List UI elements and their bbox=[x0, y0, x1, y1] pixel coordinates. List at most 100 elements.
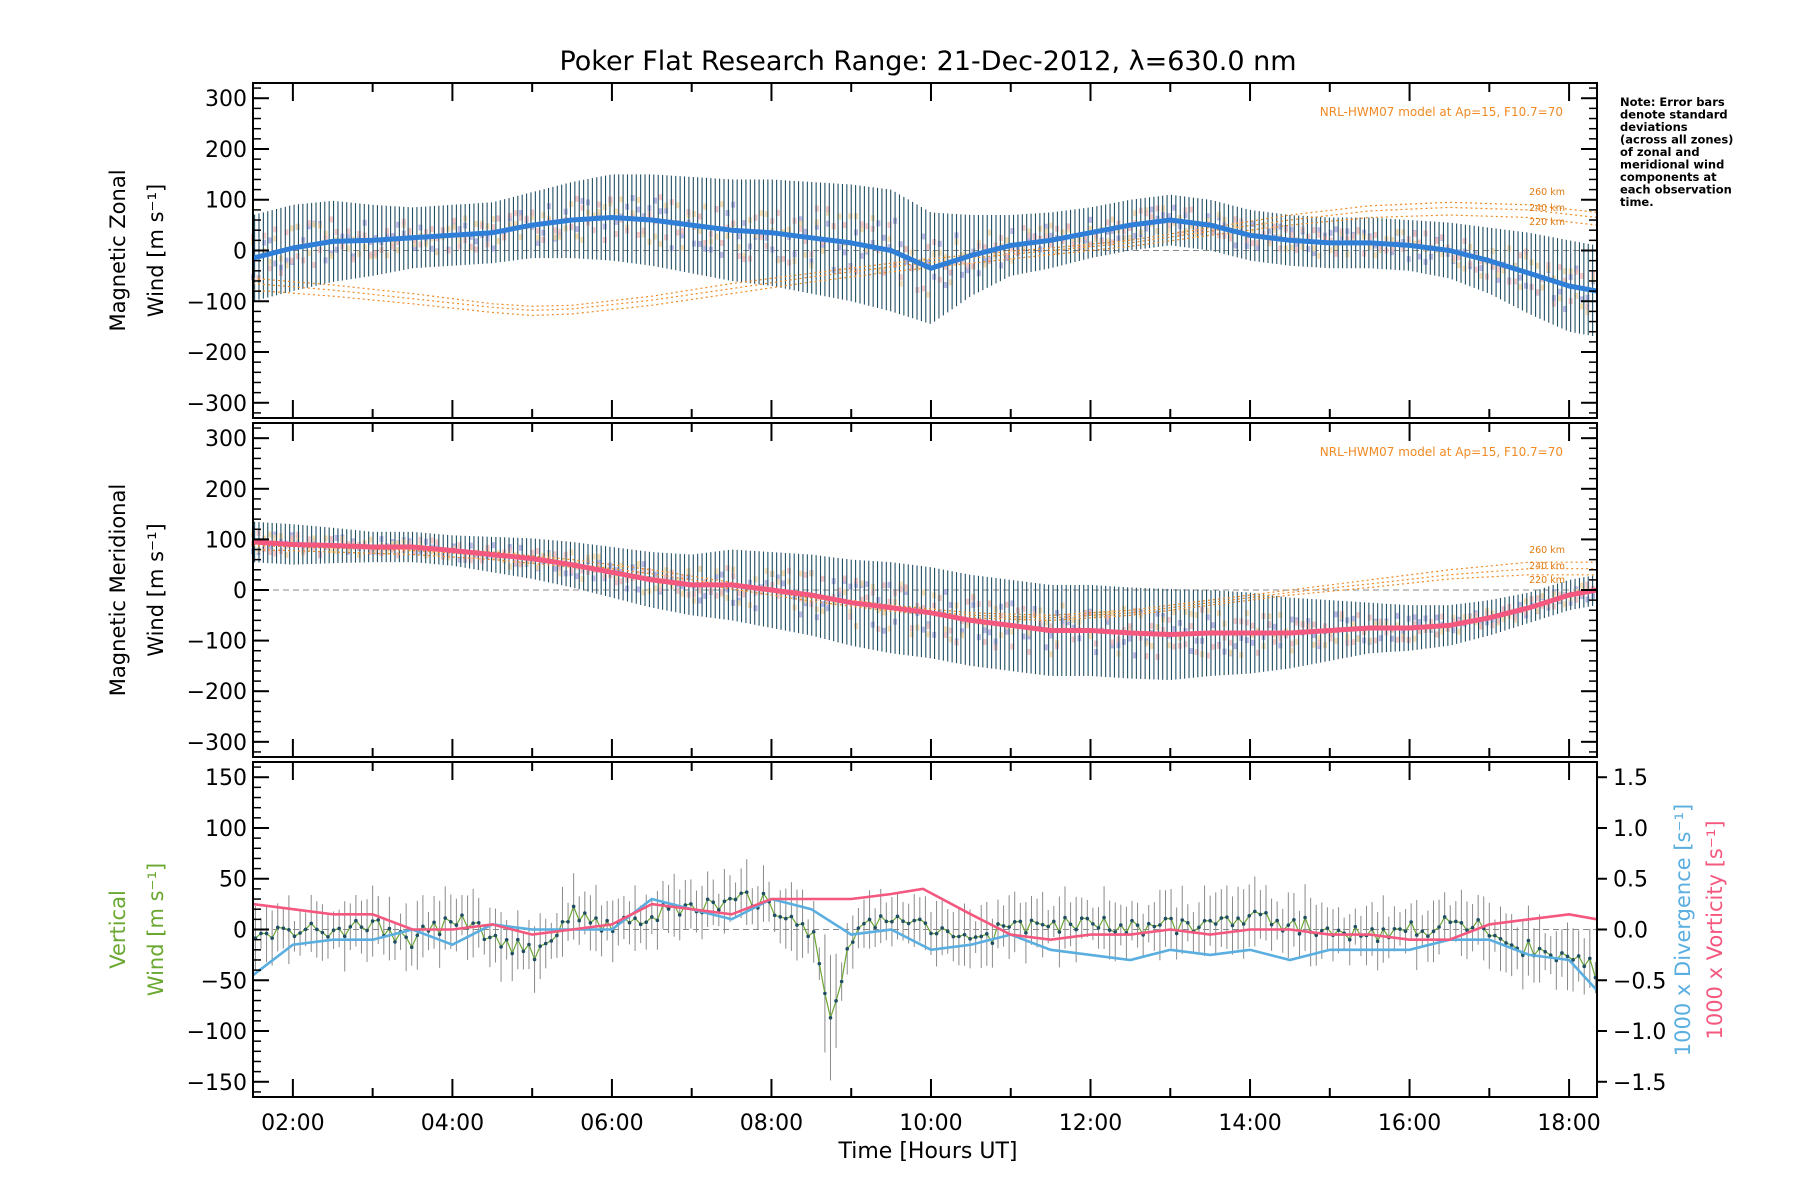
meridional-zone-point bbox=[418, 548, 423, 555]
zonal-zone-point bbox=[1250, 228, 1255, 235]
vertical-wind-point bbox=[1548, 953, 1553, 957]
meridional-zone-point bbox=[636, 586, 641, 593]
meridional-zone-point bbox=[613, 573, 618, 580]
zonal-zone-point bbox=[1512, 262, 1517, 269]
vertical-wind-point bbox=[744, 890, 749, 894]
meridional-zone-point bbox=[329, 547, 334, 554]
y-tick-label: −200 bbox=[187, 680, 247, 705]
zonal-zone-point bbox=[1378, 245, 1383, 252]
zonal-zone-point bbox=[909, 265, 914, 272]
zonal-zone-point bbox=[507, 212, 512, 219]
vertical-wind-point bbox=[800, 921, 805, 926]
zonal-zone-point bbox=[457, 243, 462, 250]
zonal-zone-point bbox=[1027, 228, 1032, 235]
vertical-wind-point bbox=[354, 918, 358, 923]
meridional-zone-point bbox=[909, 625, 914, 632]
zonal-zone-point bbox=[1144, 210, 1149, 217]
meridional-zone-point bbox=[887, 598, 892, 605]
vertical-wind-point bbox=[918, 917, 922, 922]
vertical-wind-point bbox=[890, 919, 894, 924]
vertical-wind-point bbox=[1303, 915, 1307, 920]
zonal-y-axis-label: Wind [m s⁻¹] bbox=[144, 184, 168, 317]
meridional-zone-point bbox=[1071, 636, 1076, 643]
zonal-zone-point bbox=[971, 262, 976, 269]
zonal-zone-point bbox=[1311, 227, 1316, 234]
zonal-zone-point bbox=[613, 231, 618, 238]
vertical-wind-point bbox=[923, 921, 928, 925]
meridional-zone-point bbox=[876, 607, 881, 614]
zonal-error-bars bbox=[254, 174, 1598, 337]
zonal-zone-point bbox=[1043, 228, 1048, 235]
meridional-zone-point bbox=[613, 579, 618, 586]
meridional-zone-point bbox=[1004, 601, 1009, 608]
meridional-zone-point bbox=[558, 570, 563, 577]
zonal-zone-point bbox=[664, 207, 669, 214]
zonal-zone-point bbox=[1049, 232, 1054, 239]
zonal-zone-point bbox=[736, 233, 741, 240]
vertical-wind-point bbox=[1398, 927, 1402, 931]
chart-title: Poker Flat Research Range: 21-Dec-2012, … bbox=[559, 46, 1296, 77]
vertical-wind-point bbox=[772, 913, 777, 918]
meridional-zone-point bbox=[1088, 633, 1093, 640]
vertical-wind-point bbox=[806, 934, 810, 939]
zonal-zone-point bbox=[803, 238, 808, 245]
vertical-wind-point bbox=[1571, 958, 1575, 962]
meridional-zone-point bbox=[1211, 622, 1216, 629]
meridional-zone-point bbox=[1172, 609, 1177, 616]
vertical-wind-point bbox=[1197, 925, 1201, 930]
zonal-zone-point bbox=[552, 234, 557, 241]
meridional-zone-point bbox=[1110, 609, 1115, 616]
zonal-zone-point bbox=[826, 209, 831, 216]
vertical-wind-point bbox=[292, 934, 297, 939]
vertical-wind-point bbox=[1225, 915, 1229, 919]
meridional-zone-point bbox=[971, 595, 976, 602]
vertical-wind-point bbox=[1437, 925, 1441, 929]
zonal-zone-point bbox=[1401, 239, 1406, 246]
meridional-zone-point bbox=[960, 628, 965, 635]
meridional-zone-point bbox=[926, 623, 931, 630]
y-tick-label: −100 bbox=[187, 290, 247, 315]
meridional-zone-point bbox=[736, 600, 741, 607]
meridional-zone-point bbox=[675, 587, 680, 594]
vertical-wind-point bbox=[532, 957, 537, 962]
meridional-zone-point bbox=[468, 557, 473, 564]
vertical-wind-point bbox=[1052, 919, 1056, 924]
vertical-wind-point bbox=[1202, 918, 1207, 923]
meridional-zone-point bbox=[1440, 613, 1445, 620]
vertical-wind-point bbox=[895, 914, 900, 919]
vertical-wind-point bbox=[1442, 915, 1447, 919]
zonal-zone-point bbox=[613, 208, 618, 215]
vertical-wind-point bbox=[1158, 923, 1162, 927]
meridional-zone-point bbox=[1378, 635, 1383, 642]
y-tick-label: −100 bbox=[187, 630, 247, 655]
zonal-zone-point bbox=[787, 259, 792, 266]
zonal-zone-point bbox=[1066, 223, 1071, 230]
meridional-zone-point bbox=[943, 626, 948, 633]
zonal-zone-point bbox=[574, 233, 579, 240]
zonal-zone-point bbox=[1105, 238, 1110, 245]
meridional-zone-point bbox=[1133, 652, 1138, 659]
zonal-zone-point bbox=[1088, 241, 1093, 248]
zonal-zone-point bbox=[496, 215, 501, 222]
meridional-zone-point bbox=[267, 531, 272, 538]
zonal-zone-point bbox=[988, 229, 993, 236]
meridional-zone-point bbox=[948, 627, 953, 634]
vertical-wind-point bbox=[1113, 930, 1118, 934]
zonal-zone-point bbox=[1133, 232, 1138, 239]
zonal-zone-point bbox=[658, 194, 663, 201]
zonal-zone-point bbox=[1440, 234, 1445, 241]
vertical-wind-point bbox=[527, 942, 531, 947]
vertical-wind-point bbox=[677, 913, 682, 917]
meridional-zone-point bbox=[753, 576, 758, 583]
vertical-wind-point bbox=[1152, 924, 1157, 929]
zonal-zone-point bbox=[1574, 292, 1579, 299]
zonal-zone-point bbox=[597, 201, 602, 208]
zonal-zone-point bbox=[1462, 248, 1467, 255]
zonal-zone-point bbox=[574, 195, 579, 202]
vertical-wind-point bbox=[1269, 922, 1274, 927]
meridional-zone-point bbox=[664, 573, 669, 580]
meridional-zone-point bbox=[396, 552, 401, 559]
y2-tick-label: −1.5 bbox=[1613, 1071, 1666, 1096]
meridional-zone-point bbox=[1122, 638, 1127, 645]
zonal-zone-point bbox=[664, 234, 669, 241]
